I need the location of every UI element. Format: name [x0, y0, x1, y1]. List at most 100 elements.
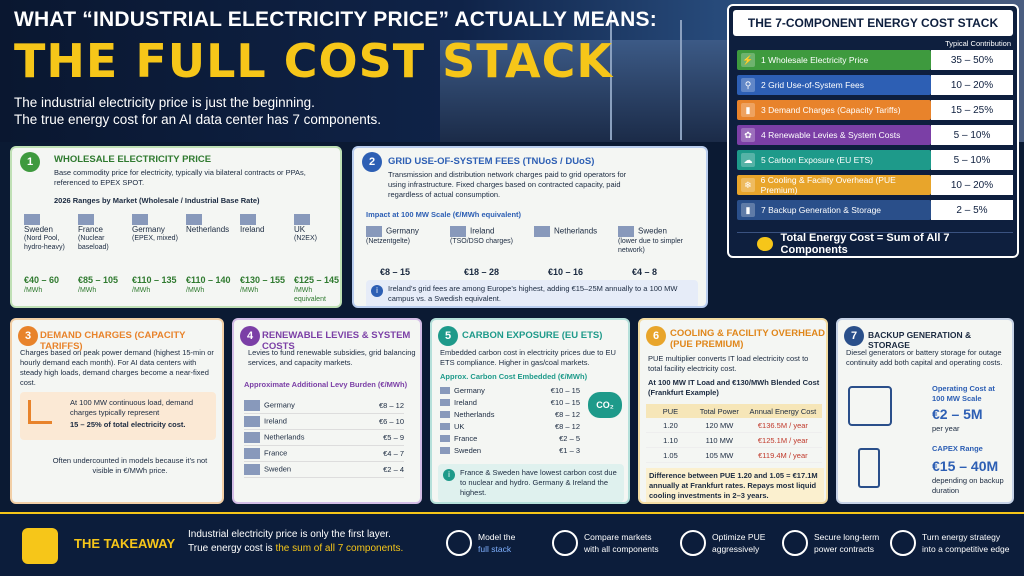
stack-row: ▮ 7 Backup Generation & Storage 2 – 5% [737, 200, 1013, 220]
market-name: France [78, 225, 103, 234]
card-footnote: Difference between PUE 1.20 and 1.05 = €… [646, 468, 824, 502]
stack-title: THE 7-COMPONENT ENERGY COST STACK [733, 10, 1013, 36]
capex-value: €15 – 40M [932, 458, 999, 474]
card-subtitle: Impact at 100 MW Scale (€/MWh equivalent… [366, 210, 522, 219]
stack-row: ▮ 3 Demand Charges (Capacity Tariffs) 15 –… [737, 100, 1013, 120]
flag-icon [294, 214, 310, 225]
stack-row-text: 7 Backup Generation & Storage [761, 205, 882, 215]
market-note: (EPEX, mixed) [132, 235, 178, 242]
card-number: 6 [646, 326, 666, 346]
stack-row-text: 4 Renewable Levies & System Costs [761, 130, 901, 140]
country-label: France [440, 434, 477, 443]
cost-stack-panel: THE 7-COMPONENT ENERGY COST STACK Typica… [727, 4, 1019, 258]
carbon-value: €2 – 5 [559, 433, 580, 443]
stack-row-label: ▮ 7 Backup Generation & Storage [737, 200, 931, 220]
card-title: RENEWABLE LEVIES & SYSTEM COSTS [262, 330, 411, 352]
carbon-row: Sweden €1 – 3 [440, 444, 580, 456]
market-name: UK [294, 225, 306, 234]
pue-cell: 1.10 [663, 435, 678, 445]
pue-cell: €119.4M / year [758, 450, 808, 460]
pue-cell: 110 MW [705, 435, 734, 445]
pue-header-cell: PUE [662, 406, 679, 416]
pue-header-cell: Total Power [699, 406, 739, 416]
market-name: Ireland [240, 225, 265, 234]
card-number: 3 [18, 326, 38, 346]
market-name: Germany [132, 225, 165, 234]
pue-cell: 1.20 [663, 420, 678, 430]
card-title: WHOLESALE ELECTRICITY PRICE [54, 154, 212, 165]
pue-header: PUE Total Power Annual Energy Cost [646, 404, 822, 418]
market-price: €110 – 140 [186, 275, 231, 285]
card-number: 2 [362, 152, 382, 172]
card-subtitle: At 100 MW IT Load and €130/MWh Blended C… [648, 378, 820, 397]
card-title: DEMAND CHARGES (CAPACITY TARIFFS) [40, 330, 186, 352]
card-backup: 7 BACKUP GENERATION & STORAGE Diesel gen… [836, 318, 1014, 504]
market-unit: /MWh [78, 287, 97, 294]
market-name: Sweden [24, 225, 53, 234]
card-demand: 3 DEMAND CHARGES (CAPACITY TARIFFS) Char… [10, 318, 224, 504]
takeaway-icon [782, 530, 808, 556]
market-unit: /MWh [132, 287, 151, 294]
market-column: Sweden (Nord Pool, hydro-heavy) €40 – 60/M… [24, 214, 72, 294]
stack-row-label: ⚡ 1 Wholesale Electricity Price [737, 50, 931, 70]
capex-unit: depending on backup duration [932, 476, 1004, 495]
stack-row-label: ❄ 6 Cooling & Facility Overhead (PUE Prem… [737, 175, 931, 195]
operating-cost-label: Operating Cost at 100 MW Scale [932, 384, 995, 403]
stack-row-value: 2 – 5% [931, 200, 1013, 220]
card-subtitle: Approximate Additional Levy Burden (€/MW… [244, 380, 408, 389]
flag-icon [244, 432, 260, 443]
stack-row-text: 1 Wholesale Electricity Price [761, 55, 869, 65]
stack-row-label: ☁ 5 Carbon Exposure (EU ETS) [737, 150, 931, 170]
header-line1: WHAT “INDUSTRIAL ELECTRICITY PRICE” ACTU… [14, 8, 657, 31]
takeaway-footer: THE TAKEAWAY Industrial electricity pric… [0, 512, 1024, 576]
takeaway-item: Secure long-term power contracts [782, 530, 879, 556]
market-price: €85 – 105 [78, 275, 119, 285]
market-column: Ireland €130 – 155/MWh [240, 214, 288, 294]
card-title: CARBON EXPOSURE (EU ETS) [462, 330, 603, 341]
stack-row: ✿ 4 Renewable Levies & System Costs 5 – 10… [737, 125, 1013, 145]
country-label: Ireland [244, 416, 287, 427]
country-label: Sweden [440, 446, 481, 455]
operating-cost-value: €2 – 5M [932, 406, 983, 422]
market-note: (lower due to simpler network) [618, 238, 683, 254]
market-column: Germany (EPEX, mixed) €110 – 135/MWh [132, 214, 180, 294]
market-column: France (Nuclear baseload) €85 – 105/MWh [78, 214, 126, 294]
takeaway-icon [680, 530, 706, 556]
market-name: Netherlands [186, 225, 230, 234]
capex-label: CAPEX Range [932, 444, 983, 453]
component-icon: ☁ [741, 153, 755, 167]
carbon-value: €10 – 15 [550, 385, 580, 395]
card-subtitle: 2026 Ranges by Market (Wholesale / Indus… [54, 196, 260, 205]
carbon-row: Netherlands €8 – 12 [440, 408, 580, 420]
takeaway-text: Industrial electricity price is only the… [188, 529, 404, 554]
takeaway-title: THE TAKEAWAY [74, 536, 176, 551]
co2-cloud-icon: CO₂ [588, 392, 622, 418]
carbon-value: €1 – 3 [559, 445, 580, 455]
flag-icon [366, 226, 382, 237]
flag-icon [440, 387, 450, 395]
card-number: 1 [20, 152, 40, 172]
country-label: France [244, 448, 287, 459]
pue-row: 1.10 110 MW €125.1M / year [646, 433, 822, 448]
market-unit: /MWh [186, 287, 205, 294]
card-text: Charges based on peak power demand (high… [20, 348, 214, 387]
flag-icon [240, 214, 256, 225]
carbon-value: €8 – 12 [554, 409, 580, 419]
pue-cell: 105 MW [705, 450, 734, 460]
takeaway-icon [552, 530, 578, 556]
levy-value: €4 – 7 [383, 449, 404, 458]
flag-icon [244, 464, 260, 475]
takeaway-item: Turn energy strategy into a competitive e… [890, 530, 1009, 556]
carbon-row: UK €8 – 12 [440, 420, 580, 432]
takeaway-icon [446, 530, 472, 556]
stack-row: ❄ 6 Cooling & Facility Overhead (PUE Prem… [737, 175, 1013, 195]
country-label: Germany [244, 400, 295, 411]
battery-icon [858, 448, 880, 488]
stack-row-value: 5 – 10% [931, 150, 1013, 170]
takeaway-item-text: Secure long-term power contracts [814, 532, 880, 554]
info-icon: i [443, 469, 455, 481]
pue-row: 1.05 105 MW €119.4M / year [646, 448, 822, 463]
stack-row-label: ⚲ 2 Grid Use-of-System Fees [737, 75, 931, 95]
card-number: 7 [844, 326, 864, 346]
flag-icon [440, 399, 450, 407]
